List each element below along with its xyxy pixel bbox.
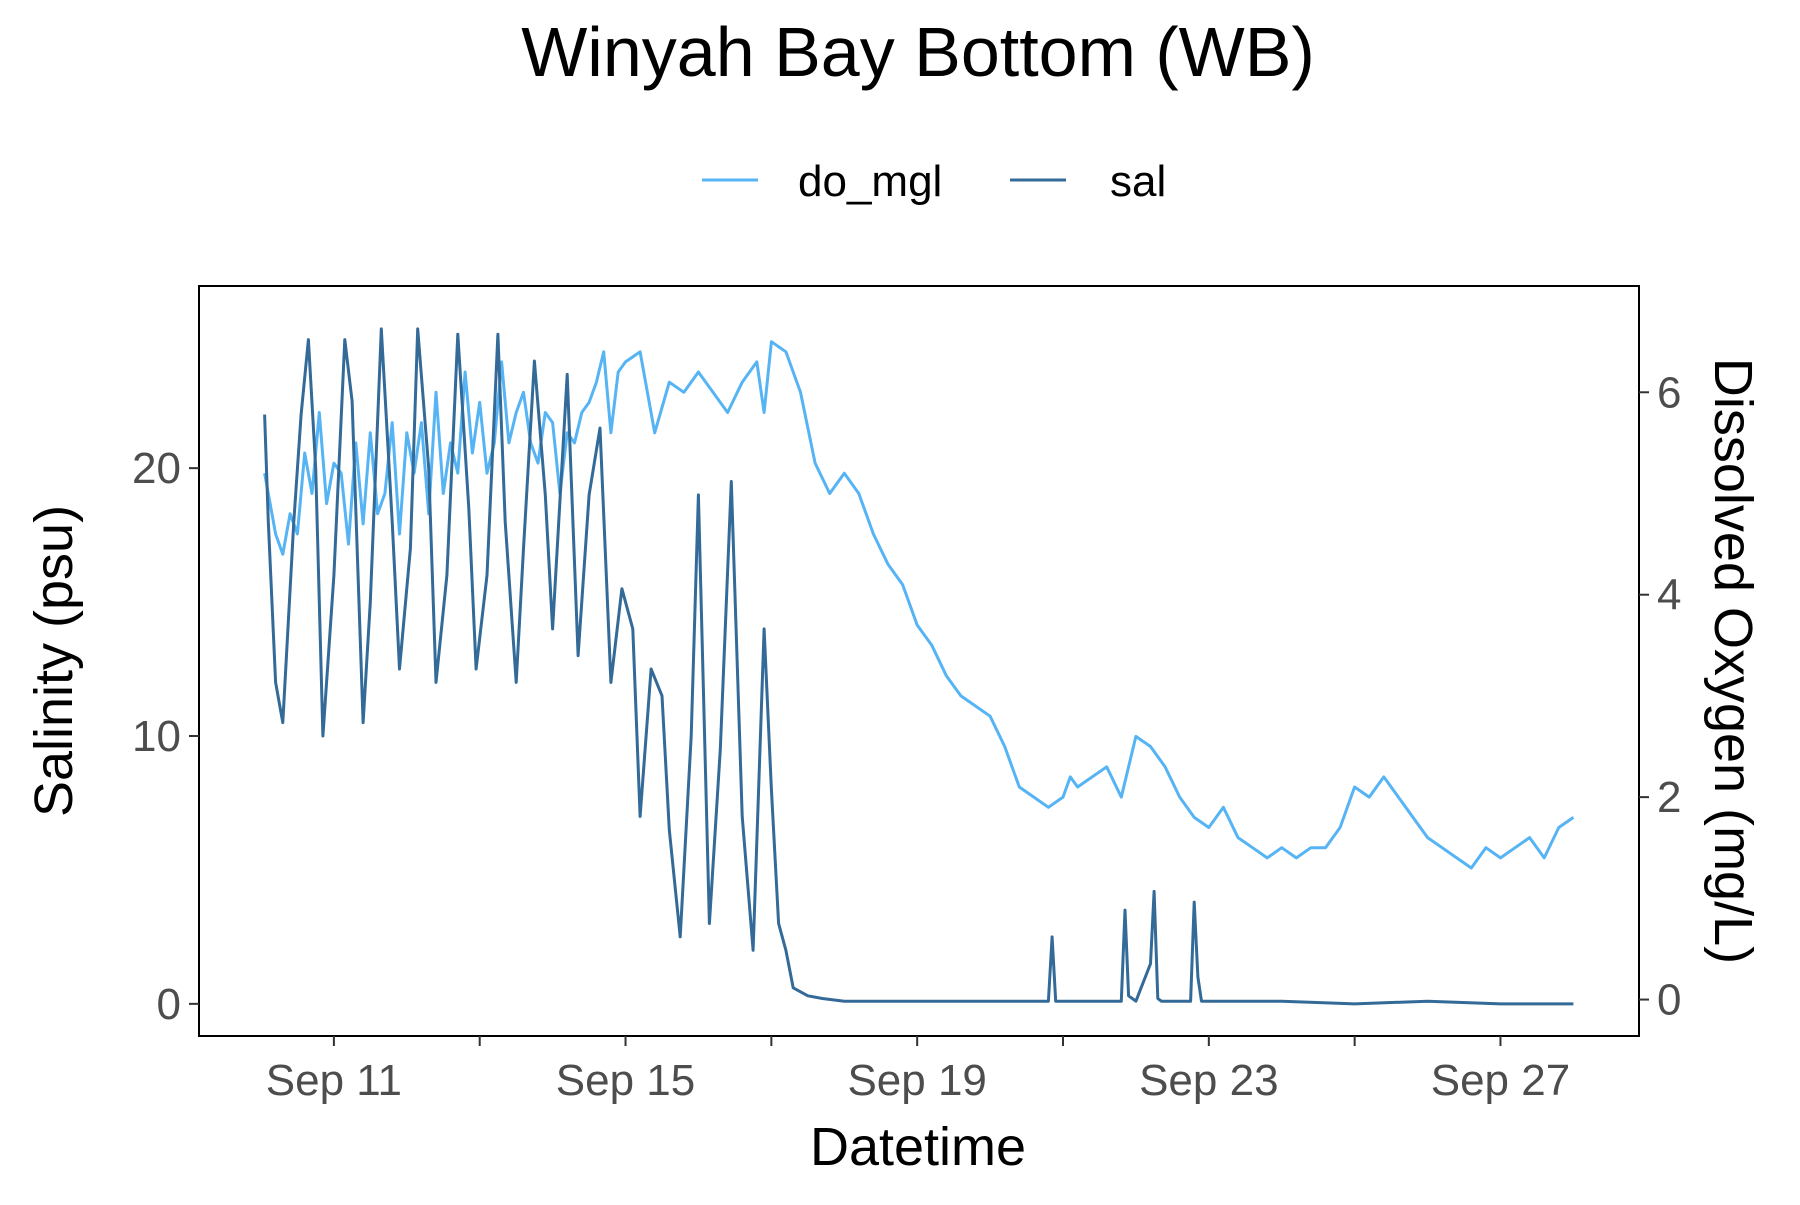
y-right-tick-label: 2 <box>1657 773 1681 822</box>
x-tick-label: Sep 19 <box>847 1056 986 1105</box>
plot-panel <box>198 285 1640 1037</box>
y-right-tick-label: 0 <box>1657 976 1681 1025</box>
legend-label-sal: sal <box>1110 157 1166 206</box>
y-right-tick-label: 4 <box>1657 571 1681 620</box>
y-axis-right-title: Dissolved Oxygen (mg/L) <box>1703 358 1763 964</box>
y-axis-left-title: Salinity (psu) <box>24 505 84 817</box>
legend: do_mgl sal <box>702 157 1166 206</box>
series-line-sal <box>263 327 1574 1006</box>
series-layer <box>263 327 1575 1006</box>
x-tick-label: Sep 27 <box>1431 1056 1570 1105</box>
y-right-tick-label: 6 <box>1657 368 1681 417</box>
y-left-tick-label: 20 <box>132 444 181 493</box>
x-tick-label: Sep 23 <box>1139 1056 1278 1105</box>
series-line-do-mgl <box>263 340 1575 870</box>
x-tick-label: Sep 15 <box>556 1056 695 1105</box>
y-left-tick-label: 0 <box>157 980 181 1029</box>
x-axis-title: Datetime <box>810 1117 1026 1177</box>
y-left-tick-label: 10 <box>132 712 181 761</box>
axis-layer: Sep 11 Sep 15 Sep 19 Sep 23 Sep 27 0 10 20 0 2 4 6 <box>132 368 1681 1105</box>
chart-title: Winyah Bay Bottom (WB) <box>521 13 1315 91</box>
legend-label-do-mgl: do_mgl <box>798 157 942 206</box>
x-tick-label: Sep 11 <box>266 1056 402 1105</box>
